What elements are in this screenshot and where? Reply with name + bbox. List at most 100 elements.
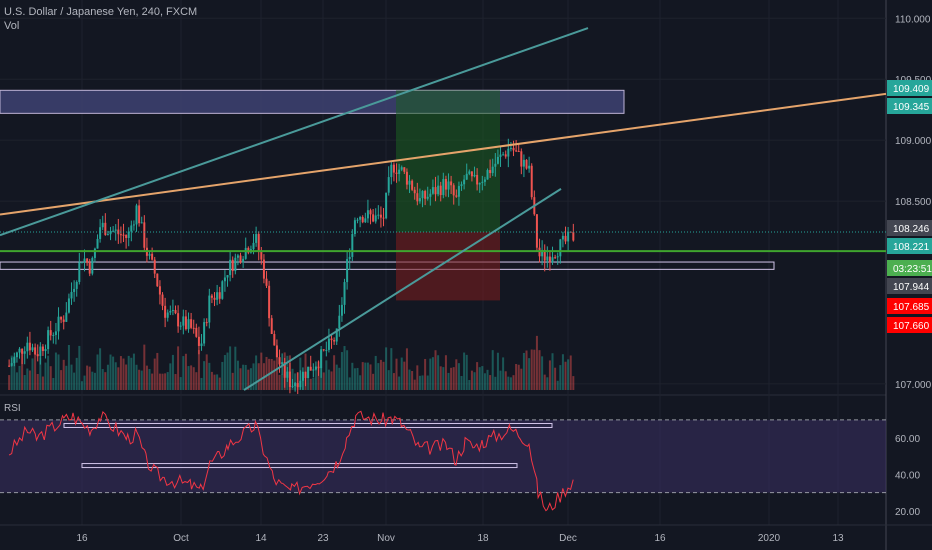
volume-bar [348,377,351,390]
volume-bar [361,362,364,390]
candle-body [28,342,31,351]
volume-bar [385,347,388,390]
volume-bar [468,380,471,390]
candle-body [379,214,382,218]
candle-body [528,165,531,169]
price-label-badge [887,238,932,254]
candle-body [353,220,356,235]
time-tick-label: Nov [377,533,395,544]
volume-bar [75,357,78,390]
volume-bar [499,370,502,390]
volume-bar [114,362,117,390]
volume-bar [273,360,276,390]
candle-body [364,218,367,223]
candle-body [268,285,271,319]
time-tick-label: 18 [477,533,489,544]
volume-bar [395,358,398,390]
candle-body [21,348,24,354]
volume-bar [132,353,135,390]
volume-bar [39,357,42,390]
volume-bar [8,375,11,390]
volume-bar [413,379,416,390]
volume-bar [153,358,156,390]
volume-bar [216,374,219,390]
candle-body [361,217,364,223]
price-label-badge [887,80,932,96]
volume-bar [213,374,216,390]
volume-bar [473,372,476,390]
volume-bar [340,352,343,390]
volume-bar [556,380,559,390]
candle-body [179,325,182,327]
volume-bar [489,375,492,390]
volume-bar [190,365,193,390]
candle-body [400,167,403,170]
candle-body [166,312,169,318]
candle-body [327,338,330,350]
price-label-badge [887,298,932,314]
price-axis[interactable]: 110.000109.500109.000108.500107.00060.00… [887,14,932,518]
volume-bar [387,370,390,390]
price-label: 109.409 [893,84,930,95]
candle-body [398,169,401,174]
candle-body [468,171,471,174]
volume-bar [80,381,83,390]
volume-bar [195,372,198,390]
volume-bar [197,350,200,390]
candle-body [572,232,575,241]
volume-bar [569,355,572,390]
volume-bar [541,356,544,390]
volume-bar [21,351,24,390]
volume-bar [416,365,419,390]
candle-body [275,345,278,358]
candle-body [320,349,323,369]
volume-bar [520,368,523,390]
volume-bar [333,355,336,390]
candle-body [452,185,455,196]
candle-body [530,165,533,198]
volume-bar [379,359,382,390]
candle-body [517,151,520,153]
rsi-tick-label: 20.00 [895,507,920,518]
time-tick-label: 23 [317,533,329,544]
candle-body [190,319,193,328]
candle-body [205,322,208,324]
price-tick-label: 108.500 [895,197,932,208]
volume-bar [101,369,104,390]
price-label: 108.221 [893,242,930,253]
candle-body [382,217,385,219]
symbol-title[interactable]: U.S. Dollar / Japanese Yen, 240, FXCM [4,6,198,18]
volume-bar [156,352,159,390]
candle-body [504,154,507,157]
volume-bar [528,358,531,390]
volume-bar [208,362,211,390]
drawing-zones [0,89,775,301]
rsi-tick-label: 60.00 [895,434,920,445]
volume-bar [515,363,518,390]
candle-body [309,366,312,371]
candle-body [119,234,122,236]
candle-body [52,334,55,336]
volume-bar [452,367,455,390]
candle-body [216,292,219,300]
volume-bar [522,352,525,390]
volume-bar [382,361,385,390]
candle-body [57,316,60,332]
price-label-badge [887,278,932,294]
candlestick-series [8,138,575,394]
volume-bar [457,363,460,390]
volume-bar [460,376,463,390]
candle-body [288,371,291,387]
volume-bar [554,367,557,390]
candle-body [541,249,544,257]
volume-bar [18,365,21,390]
volume-bar [509,377,512,390]
time-tick-label: 14 [255,533,267,544]
time-axis[interactable]: 16 Oct 14 23 Nov 18 Dec 16 2020 13 [0,524,932,544]
price-label: 107.685 [893,302,930,313]
candle-body [411,180,414,190]
candle-body [512,147,515,151]
volume-bar [309,378,312,390]
candle-body [283,362,286,378]
